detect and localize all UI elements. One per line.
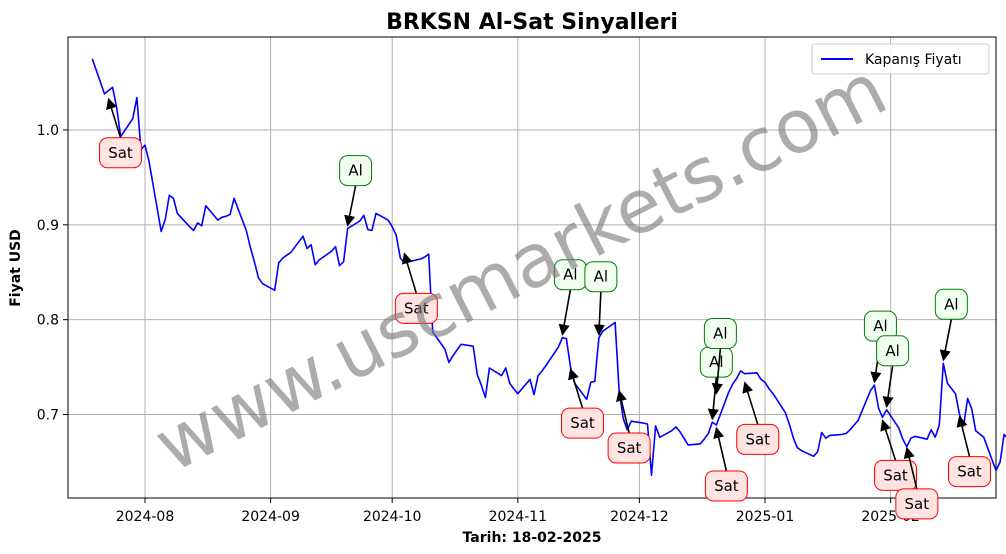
signal-box	[584, 261, 618, 293]
signal-box	[895, 488, 939, 520]
signal-label: Sat	[957, 463, 982, 481]
y-tick-label: 0.8	[37, 313, 59, 329]
signal-box	[339, 155, 373, 187]
signal-box	[704, 470, 748, 502]
y-tick-label: 0.9	[37, 218, 59, 234]
buy-signal: Al	[339, 155, 373, 227]
signal-arrow	[593, 291, 605, 336]
y-tick-label: 0.7	[37, 408, 59, 424]
signal-label: Al	[873, 317, 887, 335]
signal-box	[736, 423, 780, 455]
x-tick-label: 2024-10	[363, 509, 422, 525]
signal-label: Al	[594, 268, 608, 286]
sell-signal: Sat	[704, 426, 748, 502]
buy-signal: Al	[584, 261, 618, 336]
sell-signal: Sat	[948, 415, 992, 488]
x-tick-label: 2024-11	[489, 509, 548, 525]
y-tick-label: 1.0	[37, 123, 59, 139]
signal-box	[876, 335, 910, 367]
signal-arrow	[939, 319, 953, 362]
signal-arrow	[558, 289, 572, 336]
sell-signal: Sat	[560, 368, 604, 439]
signal-label: Sat	[883, 466, 908, 484]
signal-arrow	[713, 426, 728, 472]
signal-arrow	[880, 419, 897, 461]
signal-label: Al	[348, 162, 362, 180]
x-tick-label: 2024-12	[610, 509, 669, 525]
signal-arrow	[616, 389, 630, 434]
signal-box	[874, 459, 918, 491]
signal-box	[948, 456, 992, 488]
signal-box	[560, 407, 604, 439]
signal-arrow	[344, 185, 357, 227]
y-axis-label: Fiyat USD	[8, 229, 24, 307]
signal-label: Sat	[404, 299, 429, 317]
signal-arrow	[568, 368, 584, 409]
signal-arrow	[882, 365, 894, 408]
signal-box	[99, 137, 143, 169]
sell-signal: Sat	[736, 381, 780, 455]
signal-box	[607, 432, 651, 464]
signal-arrow	[401, 252, 418, 294]
signal-arrow	[106, 97, 122, 139]
signal-arrow	[711, 348, 723, 395]
signal-label: Sat	[617, 439, 642, 457]
signal-label: Al	[944, 295, 958, 313]
signal-box	[934, 288, 968, 320]
signal-label: Sat	[745, 430, 770, 448]
axes-frame	[67, 36, 997, 499]
buy-signal: Al	[876, 335, 910, 408]
signal-box	[394, 292, 438, 324]
signal-label: Al	[563, 266, 577, 284]
legend-box	[811, 43, 990, 75]
buy-signal: Al	[703, 318, 737, 395]
signal-label: Sat	[714, 477, 739, 495]
signal-label: Sat	[570, 414, 595, 432]
signal-label: Al	[709, 353, 723, 371]
x-tick-label: 2025-01	[736, 509, 795, 525]
signal-arrow	[742, 381, 759, 425]
signal-label: Al	[713, 325, 727, 343]
sell-signal: Sat	[874, 419, 918, 491]
sell-signal: Sat	[394, 252, 438, 324]
sell-signal: Sat	[607, 389, 651, 464]
signal-arrow	[956, 415, 971, 457]
x-tick-label: 2024-08	[116, 509, 175, 525]
signal-label: Sat	[108, 144, 133, 162]
x-axis-label: Tarih: 18-02-2025	[463, 530, 602, 546]
sell-signal: Sat	[99, 97, 143, 169]
chart-title: BRKSN Al-Sat Sinyalleri	[386, 10, 678, 35]
signal-label: Sat	[905, 495, 930, 513]
sell-signal: Sat	[895, 446, 939, 520]
signal-label: Al	[885, 342, 899, 360]
buy-signal: Al	[934, 288, 968, 362]
buy-signal: Al	[553, 259, 587, 336]
legend: Kapanış Fiyatı	[811, 43, 990, 75]
signal-arrow	[903, 446, 918, 490]
x-tick-label: 2024-09	[241, 509, 300, 525]
legend-label: Kapanış Fiyatı	[865, 52, 962, 68]
signal-box	[703, 318, 737, 350]
price-line	[91, 58, 1006, 477]
